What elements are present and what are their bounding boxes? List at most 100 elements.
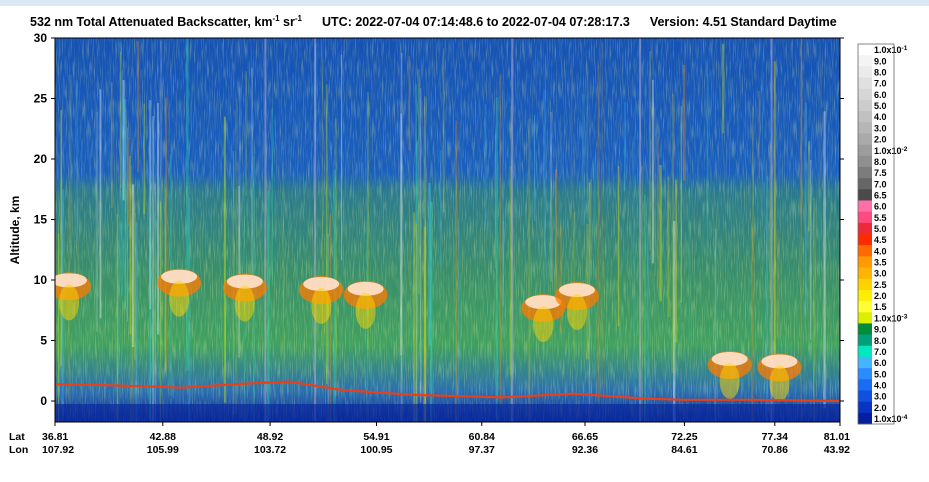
colorbar-label: 6.0 <box>874 358 887 368</box>
colorbar-label-cell <box>872 166 894 179</box>
cloud-virga <box>719 363 740 400</box>
noise-streak <box>646 222 649 422</box>
noise-streak <box>251 67 253 291</box>
noise-streak <box>314 38 317 422</box>
y-tick-label: 20 <box>34 152 48 166</box>
lon-tick-label: 100.95 <box>360 444 392 456</box>
noise-streak <box>659 165 662 302</box>
noise-streak <box>776 229 779 337</box>
lat-tick-label: 48.92 <box>257 431 283 443</box>
noise-streak <box>119 42 122 284</box>
colorbar-label: 5.5 <box>874 213 887 223</box>
colorbar-label-cell <box>872 88 894 101</box>
colorbar-label-cell <box>872 200 894 212</box>
noise-streak <box>644 194 646 422</box>
noise-streak <box>122 80 125 201</box>
lat-tick-label: 81.01 <box>824 431 850 443</box>
colorbar-swatch <box>858 111 872 123</box>
lat-tick-label: 36.81 <box>42 431 68 443</box>
noise-streak <box>60 109 63 366</box>
noise-streak <box>116 213 119 422</box>
y-axis: 30 25 20 15 10 5 0 <box>34 31 844 408</box>
colorbar-label: 9.0 <box>874 56 887 66</box>
colorbar-label: 4.0 <box>874 112 887 122</box>
colorbar-swatch <box>858 368 872 380</box>
noise-streak <box>502 220 504 307</box>
y-tick-label: 5 <box>40 334 47 348</box>
colorbar-swatch <box>858 122 872 134</box>
cloud-virga <box>169 280 190 317</box>
cloud-virga <box>234 285 255 322</box>
colorbar-label-cell <box>872 222 894 235</box>
noise-streak <box>75 80 79 243</box>
colorbar-swatch <box>858 356 872 369</box>
y-tick-label: 30 <box>34 31 48 45</box>
surface-return-line <box>55 380 840 403</box>
colorbar-swatch <box>858 256 872 268</box>
colorbar-label: 7.0 <box>874 347 887 357</box>
noise-streak <box>117 223 120 375</box>
lat-tick-label: 42.88 <box>150 431 176 443</box>
cloud-virga <box>311 288 332 324</box>
noise-streak <box>159 201 161 422</box>
colorbar-label: 3.0 <box>874 269 887 279</box>
noise-streak <box>639 38 642 422</box>
noise-streak <box>223 116 226 403</box>
colorbar-label-cell <box>872 66 894 78</box>
noise-streak <box>501 81 504 338</box>
noise-streak <box>714 228 717 422</box>
noise-streak <box>321 58 324 346</box>
noise-streak <box>134 212 136 360</box>
noise-streak <box>597 64 600 402</box>
noise-streak <box>528 118 531 422</box>
colorbar-swatch <box>858 312 872 324</box>
y-tick-label: 10 <box>34 273 48 287</box>
noise-streak <box>673 220 676 422</box>
lon-tick-label: 70.86 <box>762 444 788 456</box>
chart-title: 532 nm Total Attenuated Backscatter, km -… <box>30 14 837 29</box>
title-main: 532 nm Total Attenuated Backscatter, km <box>30 15 273 30</box>
noise-streak <box>428 183 431 346</box>
colorbar-label: 7.0 <box>874 179 887 189</box>
noise-streak <box>367 92 369 350</box>
noise-streak <box>682 64 686 181</box>
cloud-top <box>161 269 198 284</box>
noise-streak <box>510 106 512 422</box>
cloud-top <box>226 274 263 289</box>
noise-streak <box>495 97 498 421</box>
colorbar-label: 4.0 <box>874 246 887 256</box>
cloud-virga <box>533 306 554 343</box>
noise-streak <box>590 179 592 264</box>
noise-streak <box>509 166 512 376</box>
noise-streak <box>152 116 155 422</box>
noise-streak <box>656 136 659 289</box>
noise-streak <box>188 197 191 422</box>
colorbar-label-cell <box>872 144 894 157</box>
noise-streak <box>555 168 558 308</box>
noise-streak <box>419 88 422 403</box>
noise-streak <box>341 54 343 261</box>
cloud-virga <box>59 284 80 321</box>
lon-tick-label: 103.72 <box>254 444 286 456</box>
cloud-top <box>55 273 88 288</box>
noise-streak <box>560 225 562 333</box>
noise-streak <box>121 70 124 297</box>
noise-streak <box>110 82 113 209</box>
colorbar-swatch <box>858 222 872 235</box>
colorbar-label-cell <box>872 122 894 134</box>
colorbar-label-cell <box>872 368 894 380</box>
title-exponent-sr: -1 <box>294 14 302 23</box>
noise-streak <box>594 156 597 250</box>
lon-tick-label: 107.92 <box>42 444 74 456</box>
colorbar-swatch <box>858 345 872 358</box>
below-surface-band <box>55 404 840 422</box>
colorbar-label: 7.0 <box>874 79 887 89</box>
cloud-top <box>303 277 340 291</box>
noise-streak <box>820 73 822 191</box>
colorbar-label-cell <box>872 323 894 335</box>
lat-tick-label: 72.25 <box>671 431 697 443</box>
colorbar-swatch <box>858 379 872 391</box>
lat-label: Lat <box>9 431 25 443</box>
colorbar-label: 6.0 <box>874 90 887 100</box>
